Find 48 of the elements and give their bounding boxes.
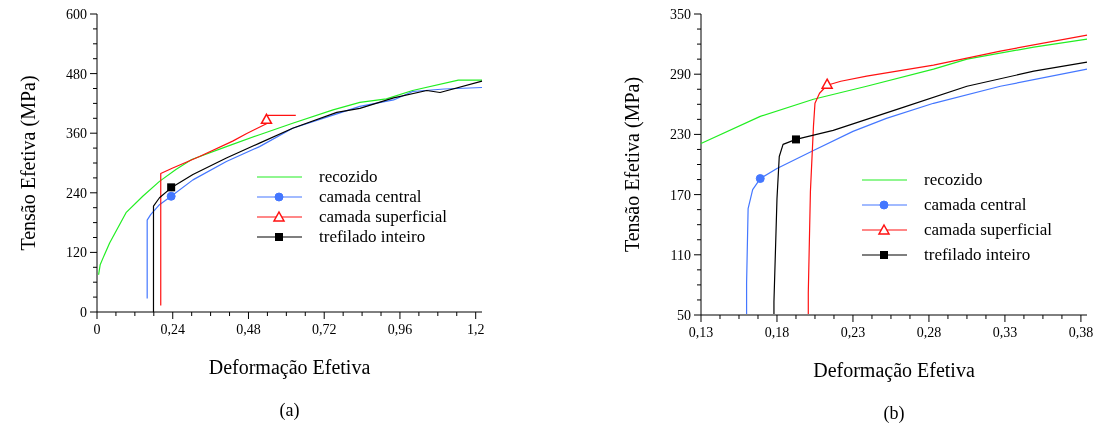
point [166, 191, 176, 201]
x-tick-label: 0,33 [992, 325, 1018, 340]
text: (a) [279, 400, 300, 421]
x-tick-label: 0,23 [840, 325, 866, 340]
x-tick-label: 0,18 [764, 325, 790, 340]
point [260, 113, 273, 125]
y-tick-label: 290 [670, 67, 691, 83]
x-tick-label: 0,24 [160, 322, 185, 337]
point [791, 135, 800, 144]
y-tick-label: 120 [66, 245, 87, 261]
text: (b) [883, 403, 905, 424]
line-series [807, 34, 1088, 315]
point [821, 78, 833, 89]
line-series [97, 79, 483, 276]
point [167, 183, 176, 192]
y-axis-title: Tensão Efetiva (MPa) [621, 76, 644, 253]
y-tick-label: 360 [66, 126, 87, 142]
x-axis-title: Deformação Efetiva [813, 359, 975, 382]
x-tick-label: 0,96 [387, 322, 413, 337]
y-tick-label: 480 [66, 66, 87, 82]
x-tick-label: 1,2 [466, 322, 485, 337]
x-tick-label: 0,38 [1068, 325, 1094, 340]
y-tick-label: 50 [677, 308, 691, 323]
legend-label: camada superficial [319, 207, 448, 226]
y-tick-label: 350 [670, 7, 691, 22]
y-tick-label: 230 [670, 127, 691, 143]
x-tick-label: 0,28 [916, 325, 942, 340]
x-tick-label: 0,48 [236, 322, 261, 337]
legend-label: camada superficial [924, 220, 1053, 239]
y-tick-label: 170 [670, 187, 691, 203]
y-tick-label: 0 [80, 305, 87, 320]
legend-label: camada central [924, 195, 1027, 214]
legend-label: recozido [319, 167, 378, 186]
x-axis-title: Deformação Efetiva [208, 356, 371, 379]
x-tick-label: 0,72 [311, 322, 337, 337]
x-tick-label: 0 [93, 322, 101, 337]
legend-label: trefilado inteiro [319, 227, 426, 246]
y-tick-label: 240 [66, 185, 87, 201]
y-tick-label: 600 [66, 7, 87, 22]
legend-label: trefilado inteiro [924, 245, 1031, 264]
line-series [160, 114, 297, 307]
x-tick-label: 0,13 [688, 325, 714, 340]
y-tick-label: 110 [670, 247, 691, 263]
point [755, 174, 765, 184]
line-series [700, 38, 1088, 145]
legend-label: camada central [319, 187, 422, 206]
legend-label: recozido [924, 170, 983, 189]
y-axis-title: Tensão Efetiva (MPa) [17, 75, 40, 251]
